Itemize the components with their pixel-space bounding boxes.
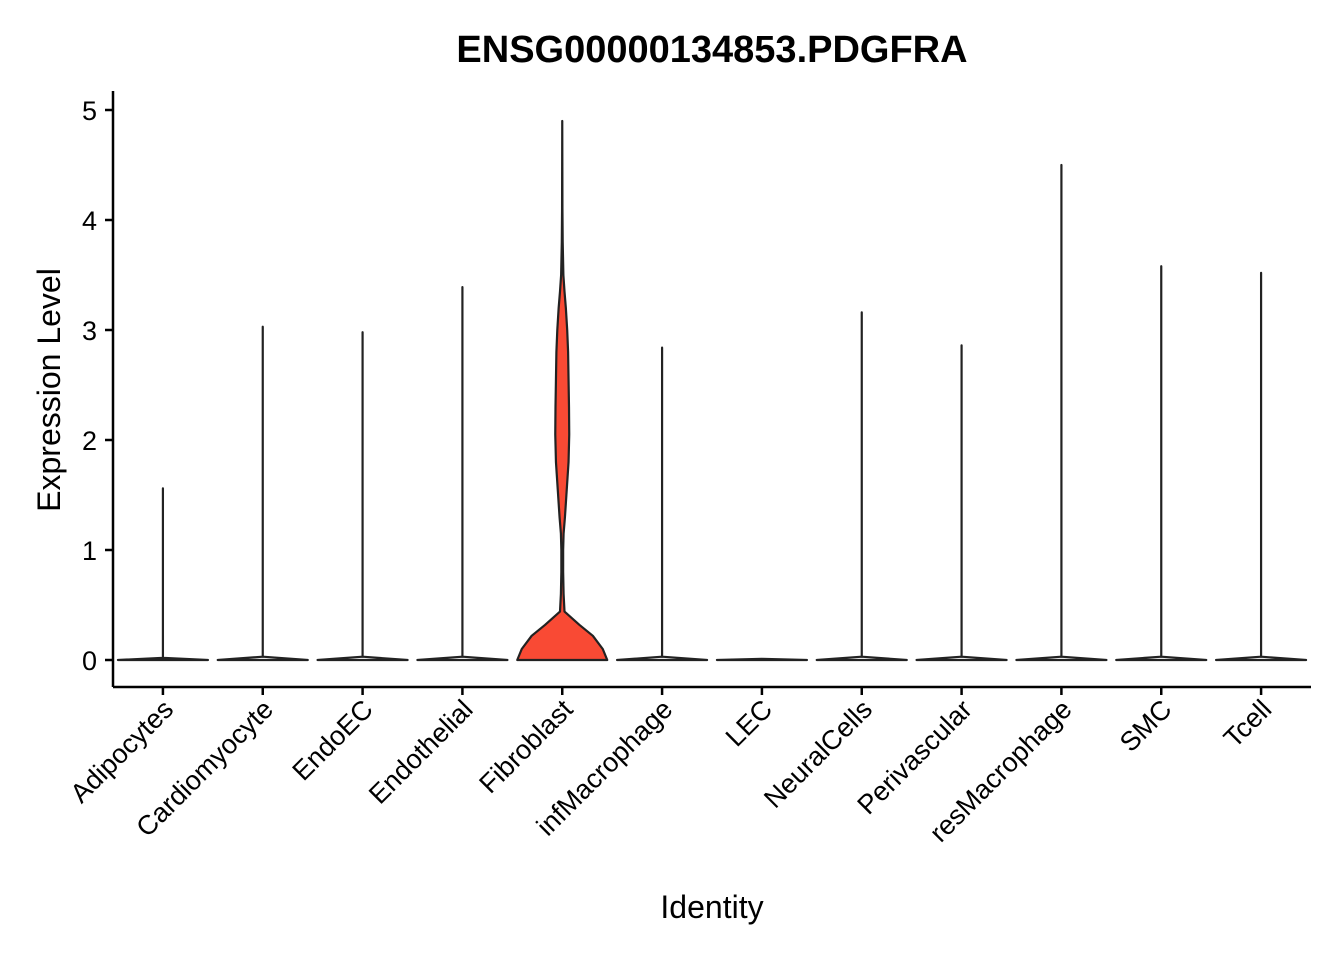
x-tick-label-endothelial: Endothelial bbox=[363, 694, 479, 810]
y-tick-label-2: 2 bbox=[82, 426, 97, 456]
violins-group bbox=[116, 119, 1308, 662]
violin-infmacrophage bbox=[615, 346, 709, 662]
y-tick-label-3: 3 bbox=[82, 316, 97, 346]
violin-perivascular bbox=[915, 344, 1008, 662]
violin-endothelial bbox=[416, 286, 509, 662]
violin-endoec bbox=[316, 331, 409, 662]
x-tick-label-endoec: EndoEC bbox=[286, 694, 378, 786]
violin-resmacrophage bbox=[1015, 163, 1108, 662]
chart-title: ENSG00000134853.PDGFRA bbox=[456, 29, 967, 71]
x-tick-label-lec: LEC bbox=[720, 694, 778, 752]
x-tick-label-tcell: Tcell bbox=[1218, 694, 1277, 753]
y-tick-label-4: 4 bbox=[82, 206, 97, 236]
violin-tcell bbox=[1214, 271, 1308, 662]
violin-smc bbox=[1115, 265, 1208, 662]
violin-adipocytes bbox=[116, 487, 210, 662]
x-axis-title: Identity bbox=[660, 889, 763, 925]
y-tick-label-1: 1 bbox=[82, 536, 97, 566]
y-axis: 0 1 2 3 4 5 bbox=[82, 96, 113, 676]
y-tick-label-0: 0 bbox=[82, 646, 97, 676]
x-tick-label-fibroblast: Fibroblast bbox=[473, 694, 578, 799]
violin-lec bbox=[715, 657, 809, 662]
violin-neuralcells bbox=[815, 311, 908, 662]
y-axis-title: Expression Level bbox=[31, 268, 67, 512]
x-tick-label-smc: SMC bbox=[1114, 694, 1178, 758]
violin-cardiomyocyte bbox=[216, 325, 309, 662]
y-tick-label-5: 5 bbox=[82, 96, 97, 126]
violin-fibroblast bbox=[516, 119, 609, 662]
